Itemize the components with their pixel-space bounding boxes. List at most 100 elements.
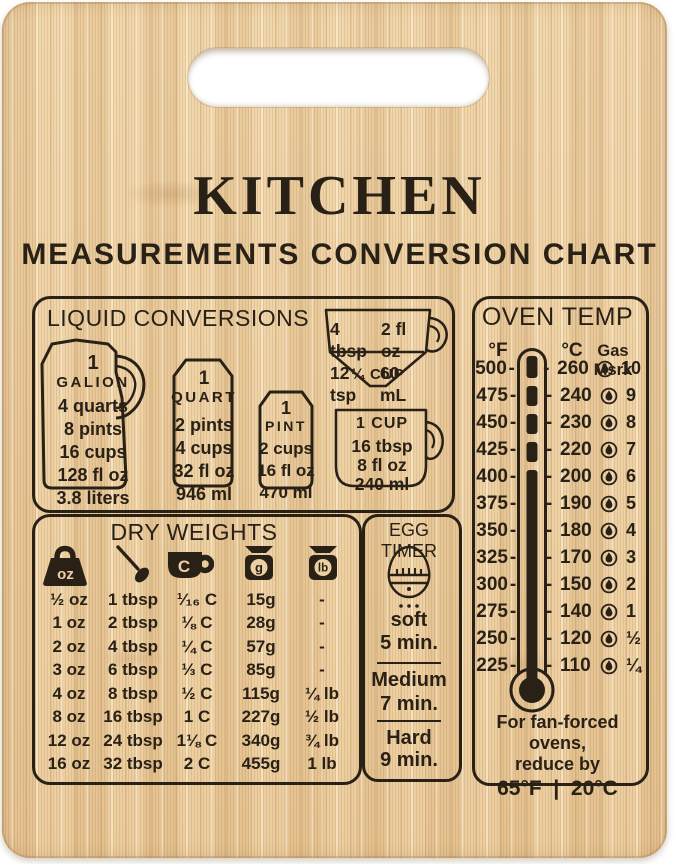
egg-timer-icon — [387, 545, 431, 608]
tick-mark: - — [545, 411, 553, 433]
gas-mark-icon-slot — [600, 603, 622, 621]
dry-weights-cell: 6 tbsp — [107, 660, 159, 680]
gas-mark-value: 7 — [626, 439, 637, 459]
svg-text:oz: oz — [57, 566, 74, 583]
dry-weights-row: 3 oz 6 tbsp ⅓ C 85g - — [36, 659, 352, 683]
celsius-value: 230 — [560, 411, 592, 433]
dry-weights-cell: ¼ lb — [304, 683, 339, 703]
oven-temp-box — [472, 296, 649, 786]
gas-mark-icon — [600, 576, 618, 593]
dry-weights-cell: 3 oz — [52, 660, 86, 680]
dry-weights-row: 2 oz 4 tbsp ¼ C 57g - — [36, 635, 352, 659]
quarter-cup-label: ¼ CUP — [351, 366, 405, 383]
pint-line: 2 cups — [259, 439, 313, 458]
gallon-line: 4 quarts — [57, 396, 129, 416]
quart-qty: 1 — [198, 368, 210, 389]
gallon-info: 1 GALION 4 quarts 8 pints 16 cups 128 fl… — [48, 352, 138, 510]
celsius-value: 150 — [560, 573, 592, 595]
dry-weights-cell: ¹⁄₁₆ C — [176, 589, 218, 609]
dry-weights-cell: 28g — [246, 613, 276, 633]
oven-temp-heading: OVEN TEMP — [481, 303, 634, 331]
tick-mark: - — [545, 384, 553, 406]
dry-weights-cell: ¼ C — [181, 636, 213, 656]
quart-line: 2 pints — [174, 415, 233, 435]
quart-line: 32 fl oz — [173, 461, 235, 481]
tick-mark: - — [545, 546, 553, 568]
pint-line: 470 ml — [259, 483, 313, 502]
fahrenheit-value: 475 — [476, 384, 508, 406]
oven-footer-line: reduce by — [514, 754, 601, 774]
dry-weights-cell: - — [319, 589, 325, 609]
gallon-line: 3.8 liters — [56, 488, 130, 508]
fahrenheit-value: 225 — [476, 654, 508, 676]
quarter-cup-value: 60 mL — [380, 363, 407, 405]
celsius-value: 110 — [560, 654, 591, 676]
dry-weights-cell: 8 tbsp — [107, 683, 159, 703]
gas-mark-value: 3 — [626, 547, 637, 567]
oven-temp-row: 225- -110 ¼ — [474, 652, 641, 679]
gas-mark-icon-slot — [600, 414, 622, 432]
fahrenheit-value: 350 — [476, 519, 508, 541]
dry-weights-cell: 4 tbsp — [107, 636, 159, 656]
dry-weights-cell: 455g — [241, 754, 281, 774]
celsius-column-header: °C — [561, 340, 583, 361]
gas-mark-value: 10 — [620, 358, 641, 378]
dry-weights-cell: 340g — [241, 730, 281, 750]
gas-mark-icon-slot — [600, 522, 622, 540]
pounds-scale-icon: lb — [309, 546, 337, 580]
gas-mark-value: 8 — [626, 412, 637, 432]
quarter-cup-value: 4 tbsp — [330, 319, 367, 361]
pint-line: 16 fl oz — [257, 461, 315, 480]
gas-mark-icon — [596, 360, 614, 377]
dry-weights-row: 4 oz 8 tbsp ½ C 115g ¼ lb — [36, 682, 352, 706]
egg-divider — [377, 720, 441, 722]
gas-mark-icon-slot — [600, 441, 622, 459]
quart-info: 1 QUART 2 pints 4 cups 32 fl oz 946 ml — [165, 368, 243, 506]
egg-stage-time: 5 min. — [380, 632, 438, 654]
gas-mark-icon-slot — [600, 549, 622, 567]
dry-weights-cell: 2 tbsp — [107, 613, 159, 633]
pint-qty: 1 — [280, 398, 291, 418]
dry-weights-cell: - — [319, 660, 325, 680]
dry-weights-row: 12 oz 24 tbsp 1⅛ C 340g ¾ lb — [36, 729, 352, 753]
gas-mark-icon — [600, 603, 618, 620]
oven-footer: For fan-forced ovens, reduce by 65°F | 2… — [476, 712, 639, 801]
egg-stage-time: 9 min. — [380, 749, 438, 771]
tick-mark: - — [545, 654, 553, 676]
tick-mark: - — [545, 573, 553, 595]
gas-mark-value: 9 — [626, 385, 637, 405]
gallon-name: GALION — [56, 374, 130, 391]
celsius-value: 140 — [560, 600, 592, 622]
gas-mark-icon-slot — [600, 495, 622, 513]
quarter-cup-row: 4 tbsp 2 fl oz — [330, 318, 430, 362]
one-cup-equivalents: 16 tbsp 8 fl oz 240 ml — [330, 437, 434, 494]
dry-weights-cell: 227g — [241, 707, 281, 727]
dry-weights-cell: 1 lb — [307, 754, 337, 774]
gas-mark-icon-slot — [600, 630, 622, 648]
gallon-pitcher-icon — [40, 338, 146, 490]
dry-weights-table: ½ oz 1 tbsp ¹⁄₁₆ C 15g -1 oz 2 tbsp ⅛ C 28g -2 o… — [36, 588, 352, 776]
board-handle-cutout — [188, 48, 489, 107]
tick-mark: - — [545, 519, 553, 541]
tablespoon-spoon-icon — [116, 545, 150, 583]
dry-weights-cell: ¾ lb — [304, 730, 339, 750]
svg-text:lb: lb — [318, 563, 328, 575]
svg-text:C: C — [178, 557, 190, 576]
dry-weights-cell: 12 oz — [47, 730, 91, 750]
tick-mark: - — [545, 627, 553, 649]
celsius-value: 190 — [560, 492, 592, 514]
dry-weights-cell: 32 tbsp — [103, 754, 163, 774]
quarter-cup-value: 2 fl oz — [380, 319, 407, 361]
dry-weights-cell: 2 C — [183, 754, 211, 774]
tick-mark: - — [545, 438, 553, 460]
one-cup-info: 1 CUP 16 tbsp 8 fl oz 240 ml — [330, 414, 434, 494]
celsius-value: 260 — [557, 357, 589, 379]
oven-temp-row: 450- -230 8 — [474, 409, 641, 436]
thermometer-icon — [509, 348, 555, 713]
oven-temp-row: 425- -220 7 — [474, 436, 641, 463]
gas-mark-icon-slot — [600, 387, 622, 405]
tick-mark: - — [509, 465, 517, 487]
quarter-cup-equivalents: 4 tbsp 2 fl oz 12 tsp 60 mL — [330, 318, 430, 406]
egg-divider — [377, 662, 441, 664]
